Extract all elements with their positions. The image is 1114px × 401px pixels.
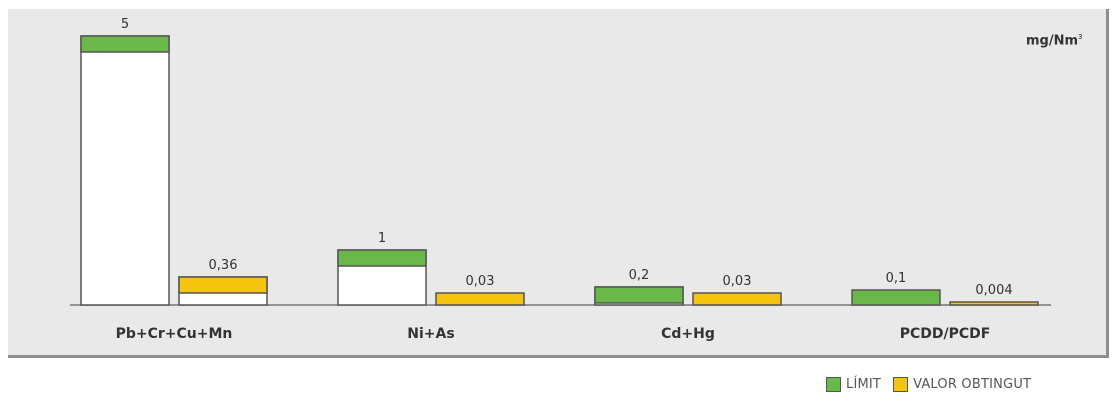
legend-label-valor-obtingut: VALOR OBTINGUT	[913, 376, 1032, 392]
legend-swatch-valor-obtingut	[893, 376, 909, 392]
data-label-limit-2: 1	[378, 231, 386, 246]
legend: LÍMIT VALOR OBTINGUT	[826, 375, 1031, 393]
legend-swatch-limit	[826, 376, 841, 392]
bar-limit-1	[80, 35, 170, 53]
data-label-valor-obtingut-2: 0,03	[466, 274, 495, 289]
bar-valor-obtingut-4	[949, 301, 1039, 306]
data-label-valor-obtingut-1: 0,36	[209, 258, 238, 273]
bar-limit-1-body	[80, 35, 170, 306]
category-label-2: Ni+As	[407, 326, 454, 342]
legend-item-valor-obtingut: VALOR OBTINGUT	[893, 376, 1032, 392]
category-label-1: Pb+Cr+Cu+Mn	[116, 326, 233, 342]
unit-label: mg/Nm3	[1026, 33, 1083, 48]
legend-item-limit: LÍMIT	[826, 376, 882, 392]
bar-valor-obtingut-2	[435, 292, 525, 306]
data-label-limit-3: 0,2	[629, 268, 650, 283]
category-label-4: PCDD/PCDF	[900, 326, 991, 342]
data-label-valor-obtingut-3: 0,03	[723, 274, 752, 289]
data-label-limit-1: 5	[121, 17, 129, 32]
data-label-limit-4: 0,1	[886, 271, 907, 286]
legend-label-limit: LÍMIT	[846, 376, 882, 392]
bar-valor-obtingut-1	[178, 276, 268, 294]
unit-text: mg/Nm	[1026, 33, 1079, 49]
unit-superscript: 3	[1078, 33, 1083, 41]
bar-limit-2	[337, 249, 427, 267]
data-label-valor-obtingut-4: 0,004	[975, 283, 1012, 298]
bar-valor-obtingut-3	[692, 292, 782, 306]
category-label-3: Cd+Hg	[661, 326, 715, 342]
bar-limit-3	[594, 286, 684, 304]
bar-limit-4	[851, 289, 941, 306]
